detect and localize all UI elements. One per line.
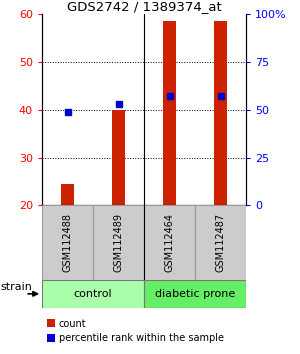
Legend: count, percentile rank within the sample: count, percentile rank within the sample xyxy=(47,319,224,343)
Bar xyxy=(42,280,144,308)
Bar xyxy=(42,205,93,280)
Text: strain: strain xyxy=(0,282,32,292)
Bar xyxy=(163,21,176,205)
Bar xyxy=(144,205,195,280)
Title: GDS2742 / 1389374_at: GDS2742 / 1389374_at xyxy=(67,0,221,13)
Text: GSM112487: GSM112487 xyxy=(215,213,226,272)
Text: GSM112464: GSM112464 xyxy=(164,213,175,272)
Text: diabetic prone: diabetic prone xyxy=(155,289,235,299)
Bar xyxy=(93,205,144,280)
Bar xyxy=(144,280,246,308)
Text: control: control xyxy=(74,289,112,299)
Text: GSM112489: GSM112489 xyxy=(113,213,124,272)
Bar xyxy=(112,110,125,205)
Bar xyxy=(214,21,227,205)
Text: GSM112488: GSM112488 xyxy=(62,213,73,272)
Bar xyxy=(61,184,74,205)
Bar xyxy=(195,205,246,280)
